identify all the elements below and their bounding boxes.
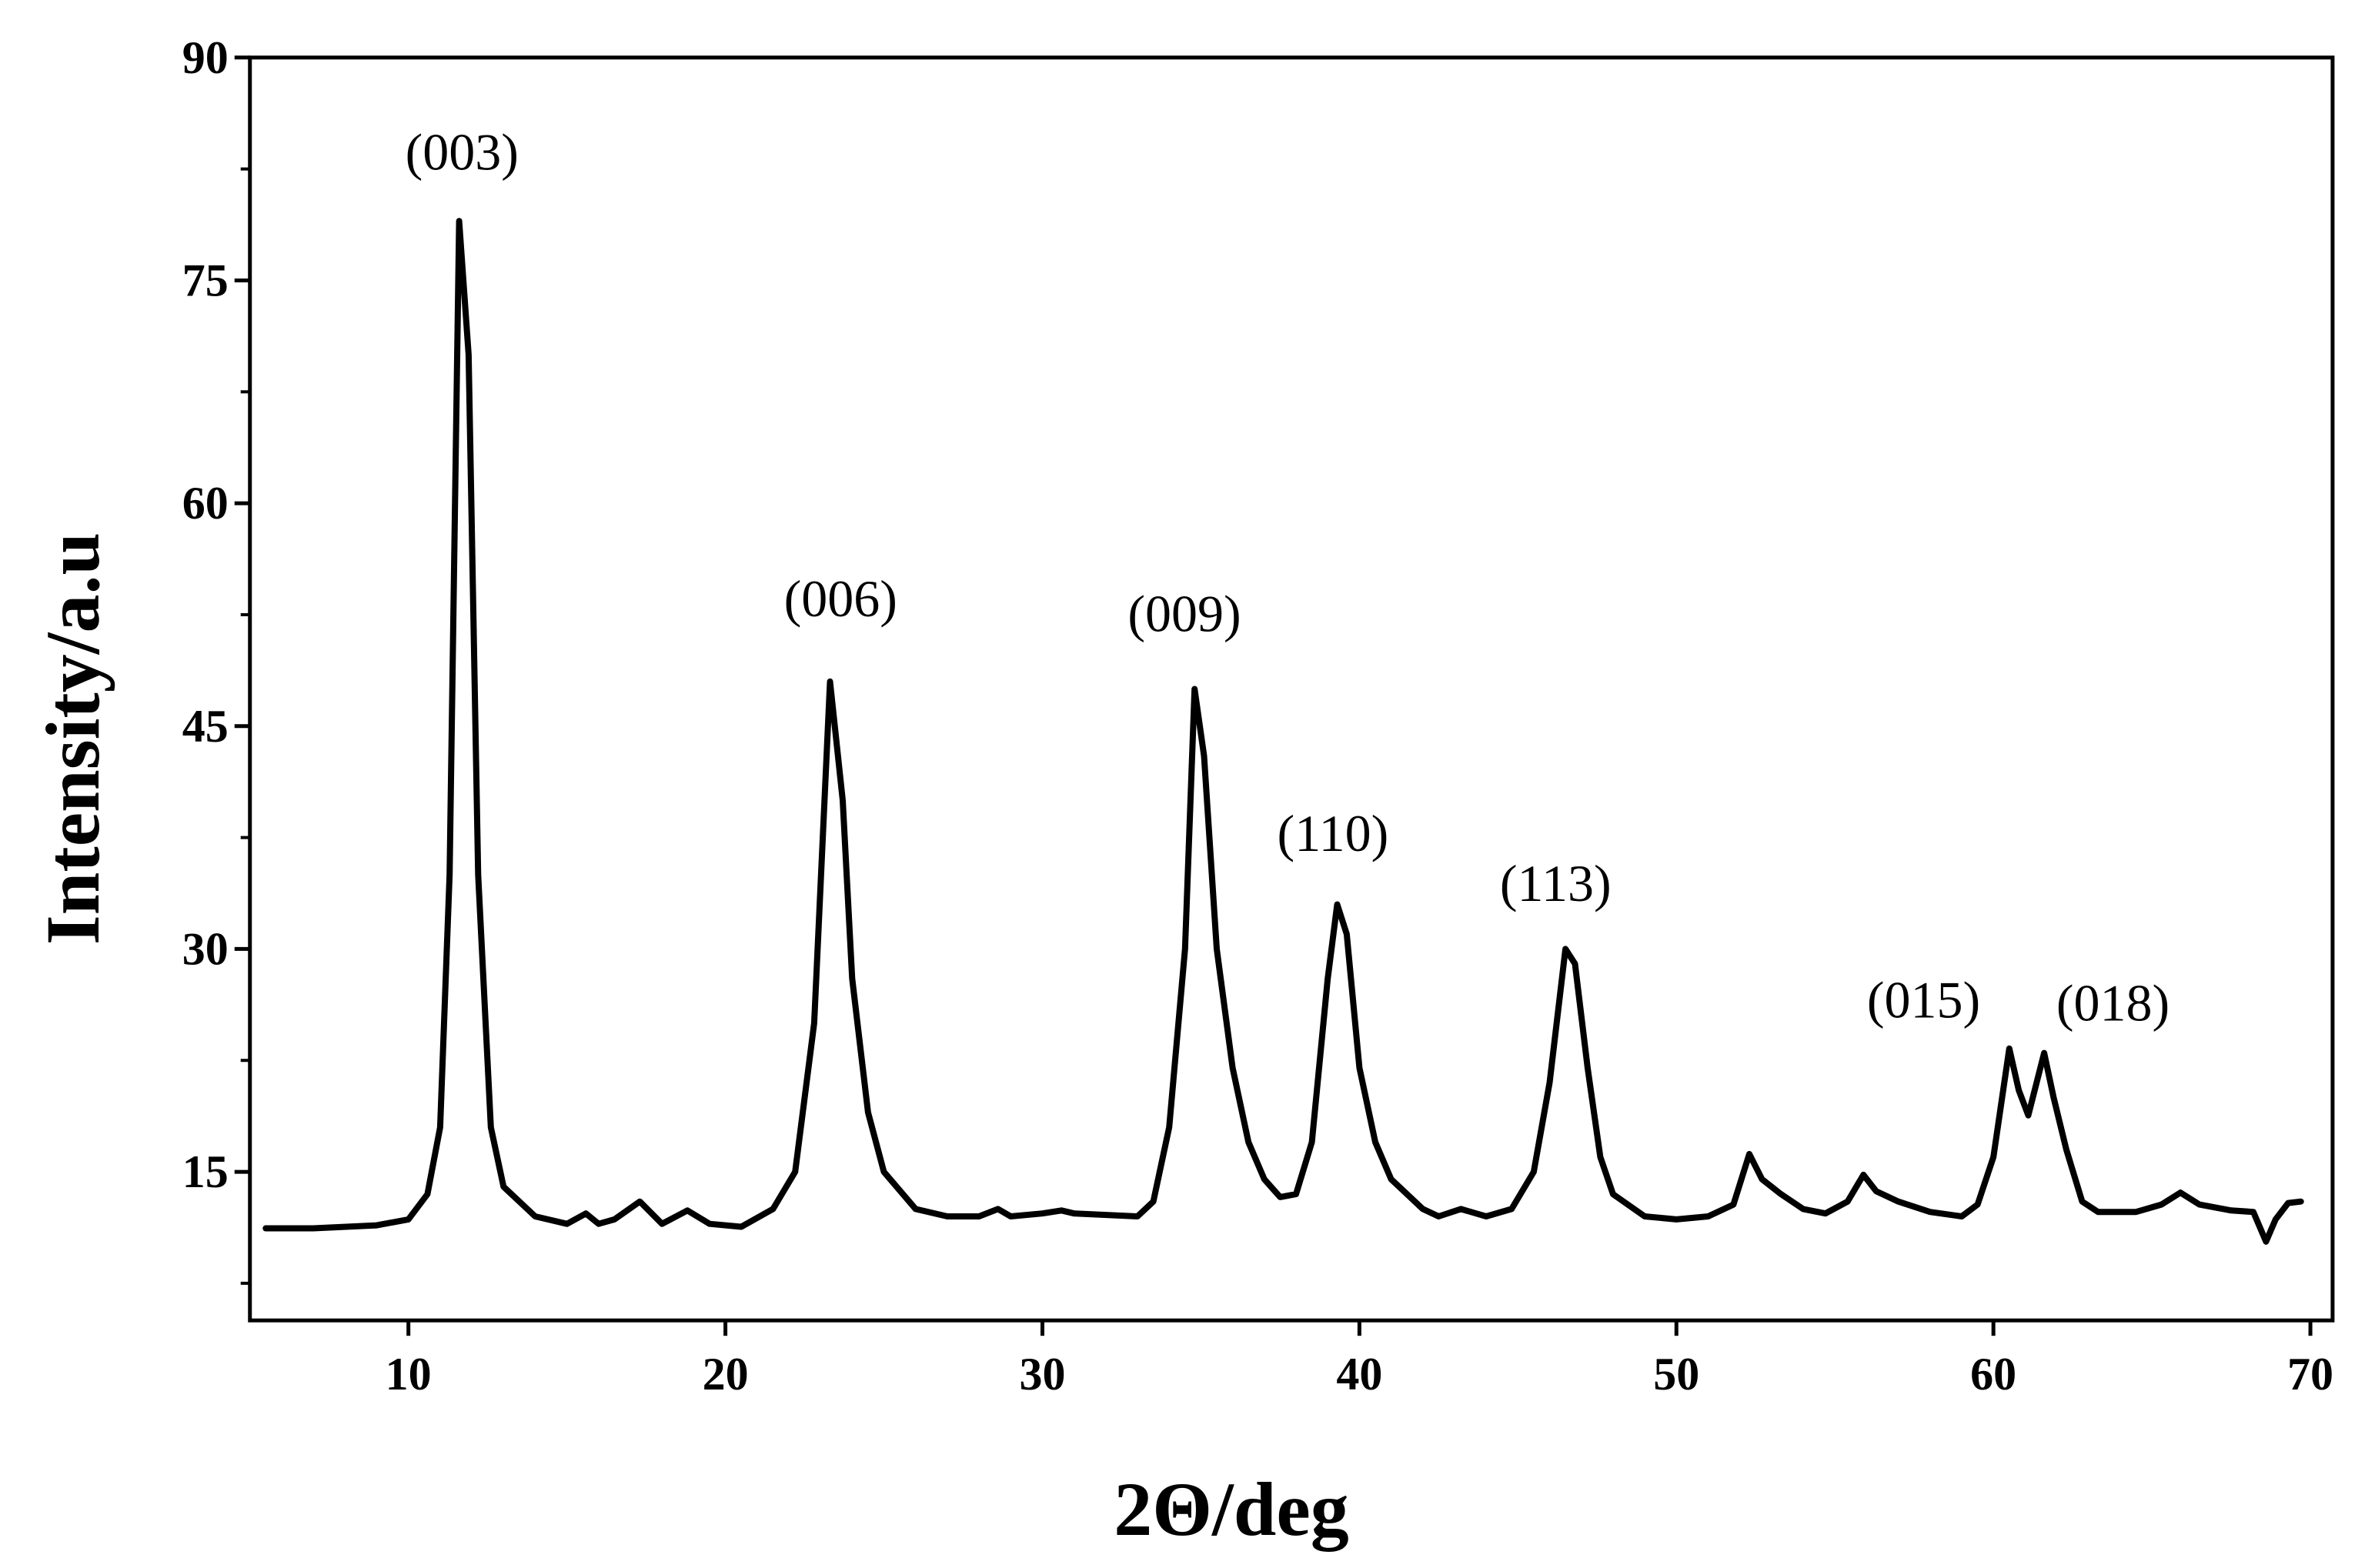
peak-annotation: (009): [1127, 585, 1241, 643]
x-tick-label: 30: [1019, 1349, 1065, 1400]
peak-annotation: (110): [1278, 804, 1389, 862]
x-tick-label: 20: [703, 1349, 749, 1400]
x-tick-label: 10: [386, 1349, 432, 1400]
x-axis-title: 2Θ/deg: [1114, 1466, 1349, 1552]
peak-annotation: (018): [2056, 974, 2170, 1033]
y-tick-label: 30: [182, 923, 229, 974]
data-line: [262, 218, 2304, 1245]
x-tick-label: 40: [1336, 1349, 1382, 1400]
x-tick-label: 60: [1970, 1349, 2016, 1400]
peak-annotation: (113): [1500, 854, 1612, 912]
plot-frame: [248, 55, 2335, 1323]
peak-annotation: (003): [406, 122, 519, 181]
peak-annotation: (015): [1867, 971, 1980, 1029]
x-tick-label: 50: [1653, 1349, 1699, 1400]
peak-annotation: (006): [784, 569, 897, 628]
y-tick-label: 45: [182, 701, 229, 752]
y-axis-title: Intensity/a.u: [30, 532, 115, 945]
y-tick-label: 75: [182, 255, 229, 305]
y-tick-label: 15: [182, 1146, 229, 1197]
y-tick-label: 60: [182, 478, 229, 529]
y-tick-label: 90: [182, 32, 229, 83]
x-tick-label: 70: [2287, 1349, 2333, 1400]
